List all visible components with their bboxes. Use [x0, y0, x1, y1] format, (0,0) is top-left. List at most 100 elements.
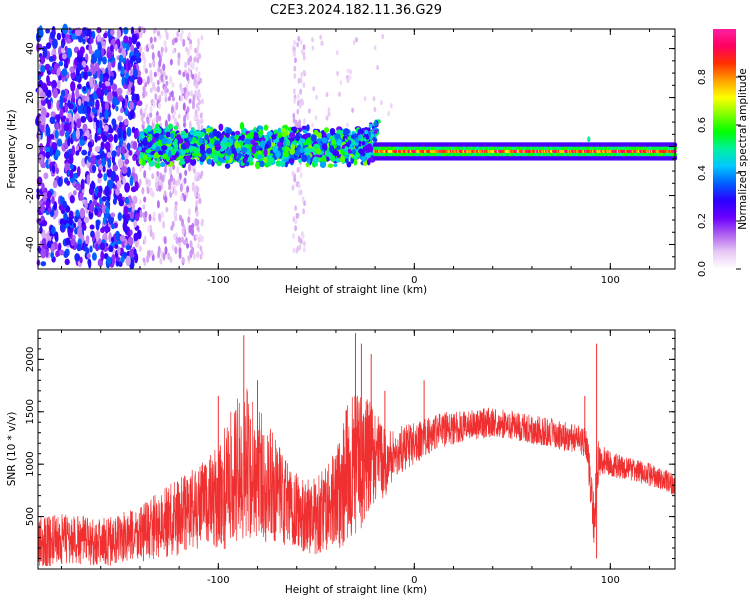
heatmap-cell — [161, 174, 165, 183]
heatmap-cell — [296, 100, 300, 107]
heatmap-cell — [134, 181, 139, 191]
heatmap-cell — [169, 167, 173, 176]
heatmap-cell — [53, 201, 58, 211]
heatmap-cell — [60, 42, 65, 49]
heatmap-cell — [107, 158, 112, 169]
heatmap-cell — [139, 45, 142, 53]
heatmap-cell — [387, 111, 391, 116]
heatmap-cell — [86, 253, 91, 259]
heatmap-cell — [169, 75, 173, 84]
heatmap-cell — [297, 77, 301, 84]
heatmap-cell — [358, 134, 362, 140]
heatmap-cell — [158, 102, 162, 109]
heatmap-cell — [201, 98, 204, 105]
heatmap-cell — [161, 137, 168, 144]
heatmap-cell — [107, 91, 113, 102]
heatmap-cell — [300, 71, 304, 78]
heatmap-cell — [103, 173, 108, 182]
heatmap-cell — [329, 145, 335, 153]
heatmap-cell — [295, 212, 299, 219]
heatmap-cell — [51, 196, 55, 205]
heatmap-cell — [381, 34, 385, 39]
heatmap-cell — [188, 120, 192, 129]
heatmap-cell — [129, 210, 135, 220]
heatmap-cell — [130, 26, 135, 35]
heatmap-cell — [278, 160, 285, 166]
heatmap-cell — [121, 166, 128, 175]
heatmap-cell — [292, 233, 295, 240]
spectrogram-x-axis-label: Height of straight line (km) — [285, 284, 427, 296]
heatmap-cell — [268, 156, 275, 164]
heatmap-cell — [142, 204, 146, 210]
snr-y-axis-label: SNR (10 * v/v) — [6, 412, 18, 487]
heatmap-cell — [257, 150, 262, 155]
heatmap-cell — [143, 170, 147, 179]
heatmap-cell — [111, 150, 117, 158]
heatmap-cell — [164, 75, 168, 81]
heatmap-cell — [36, 218, 42, 224]
heatmap-cell — [77, 98, 82, 106]
heatmap-cell — [191, 246, 194, 255]
heatmap-cell — [51, 226, 56, 235]
heatmap-cell — [83, 70, 89, 80]
heatmap-cell — [149, 112, 153, 118]
heatmap-cell — [295, 247, 299, 254]
heatmap-cell — [160, 161, 165, 168]
heatmap-cell — [82, 123, 88, 133]
heatmap-cell — [187, 255, 191, 261]
heatmap-cell — [134, 212, 140, 222]
heatmap-cell — [196, 225, 200, 232]
heatmap-cell — [104, 185, 110, 197]
heatmap-cell — [87, 141, 93, 148]
heatmap-cell — [126, 126, 132, 137]
heatmap-cell — [191, 184, 195, 192]
heatmap-cell — [326, 132, 331, 139]
heatmap-cell — [110, 236, 115, 243]
heatmap-cell — [115, 105, 119, 112]
heatmap-cell — [110, 212, 116, 218]
heatmap-cell — [41, 229, 46, 240]
heatmap-cell — [199, 173, 203, 180]
heatmap-cell — [141, 187, 145, 195]
heatmap-cell — [373, 107, 377, 112]
heatmap-cell — [123, 206, 129, 215]
heatmap-cell — [74, 253, 81, 262]
heatmap-cell — [327, 163, 334, 169]
heatmap-cell — [79, 139, 85, 147]
heatmap-cell — [124, 158, 130, 165]
heatmap-cell — [303, 147, 310, 154]
heatmap-cell — [149, 87, 153, 93]
heatmap-cell — [305, 137, 312, 146]
heatmap-cell — [197, 236, 201, 243]
heatmap-cell — [288, 158, 295, 164]
heatmap-cell — [301, 125, 307, 130]
heatmap-cell — [116, 147, 121, 156]
heatmap-cell — [101, 157, 107, 167]
heatmap-cell — [277, 141, 282, 148]
heatmap-cell — [115, 187, 120, 196]
spectrogram-y-axis-label: Frequency (Hz) — [6, 109, 18, 188]
heatmap-cell — [234, 130, 241, 136]
heatmap-cell — [372, 96, 376, 102]
heatmap-cell — [165, 131, 171, 138]
heatmap-cell — [171, 38, 175, 46]
heatmap-cell — [98, 119, 103, 130]
heatmap-cell — [38, 154, 45, 165]
heatmap-cell — [68, 216, 73, 226]
heatmap-cell — [197, 88, 201, 95]
heatmap-cell — [90, 154, 96, 166]
heatmap-cell — [136, 100, 143, 107]
heatmap-cell — [193, 147, 200, 154]
heatmap-cell — [183, 114, 187, 124]
heatmap-cell — [187, 216, 191, 224]
heatmap-cell — [174, 215, 178, 222]
heatmap-cell — [186, 243, 190, 249]
heatmap-cell — [138, 166, 142, 173]
heatmap-cell — [152, 59, 156, 68]
heatmap-cell — [82, 27, 88, 37]
heatmap-cell — [156, 200, 160, 209]
heatmap-cell — [293, 73, 297, 79]
heatmap-cell — [280, 127, 286, 133]
